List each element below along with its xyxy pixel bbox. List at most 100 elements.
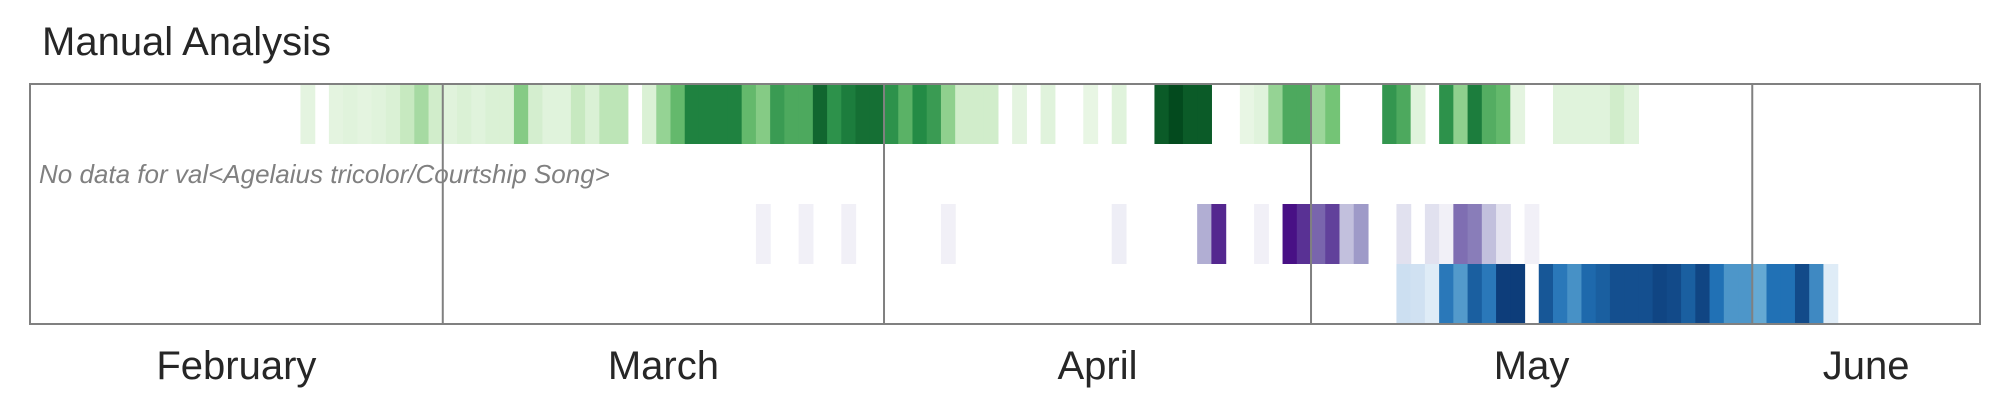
heatmap-cell-green <box>1396 84 1412 144</box>
heatmap-cell-green <box>599 84 615 144</box>
heatmap-cell-blue <box>1666 264 1682 324</box>
heatmap-cell-blue <box>1766 264 1782 324</box>
heatmap-cell-blue <box>1567 264 1583 324</box>
heatmap-cell-green <box>1268 84 1284 144</box>
heatmap-cell-green <box>1168 84 1184 144</box>
heatmap-cell-green <box>585 84 600 144</box>
heatmap-cell-green <box>1481 84 1497 144</box>
heatmap-cell-purple <box>798 204 814 264</box>
heatmap-cell-purple <box>1496 204 1511 264</box>
heatmap-cell-green <box>770 84 785 144</box>
heatmap-cell-purple <box>1353 204 1369 264</box>
heatmap-cell-green <box>1040 84 1056 144</box>
heatmap-cell-green <box>1382 84 1398 144</box>
heatmap-cell-blue <box>1410 264 1426 324</box>
heatmap-cell-green <box>1111 84 1127 144</box>
heatmap-cell-purple <box>1524 204 1540 264</box>
heatmap-cell-green <box>357 84 373 144</box>
heatmap-cell-green <box>1624 84 1639 144</box>
month-label-february: February <box>156 344 316 388</box>
heatmap-cell-green <box>414 84 430 144</box>
heatmap-cell-purple <box>1439 204 1454 264</box>
heatmap-cell-green <box>1552 84 1568 144</box>
heatmap-cell-green <box>1254 84 1269 144</box>
heatmap-cell-green <box>1182 84 1198 144</box>
heatmap-cell-blue <box>1709 264 1725 324</box>
heatmap-cell-green <box>1311 84 1326 144</box>
month-tick-labels: February March April May June <box>156 344 1909 388</box>
heatmap-cell-green <box>556 84 572 144</box>
heatmap-cell-green <box>613 84 629 144</box>
heatmap-cell-blue <box>1496 264 1511 324</box>
heatmap-cell-green <box>898 84 914 144</box>
heatmap-cell-green <box>1439 84 1454 144</box>
heatmap-cell-green <box>457 84 472 144</box>
heatmap-cell-green <box>827 84 842 144</box>
heatmap-cells <box>300 84 1839 324</box>
heatmap-cell-green <box>684 84 700 144</box>
heatmap-cell-green <box>400 84 415 144</box>
heatmap-cell-green <box>442 84 458 144</box>
heatmap-cell-green <box>642 84 657 144</box>
heatmap-cell-blue <box>1823 264 1839 324</box>
heatmap-cell-blue <box>1738 264 1753 324</box>
heatmap-cell-blue <box>1794 264 1810 324</box>
heatmap-cell-blue <box>1695 264 1711 324</box>
heatmap-cell-green <box>1296 84 1312 144</box>
heatmap-cell-blue <box>1652 264 1668 324</box>
month-label-may: May <box>1494 344 1570 388</box>
heatmap-cell-purple <box>1254 204 1269 264</box>
heatmap-cell-green <box>656 84 672 144</box>
heatmap-cell-purple <box>1211 204 1227 264</box>
heatmap-cell-green <box>869 84 885 144</box>
heatmap-cell-blue <box>1723 264 1739 324</box>
heatmap-cell-green <box>428 84 444 144</box>
chart-title: Manual Analysis <box>42 20 332 64</box>
heatmap-cell-green <box>940 84 956 144</box>
heatmap-cell-purple <box>1339 204 1355 264</box>
heatmap-cell-green <box>513 84 529 144</box>
heatmap-cell-blue <box>1609 264 1625 324</box>
heatmap-cell-green <box>343 84 358 144</box>
heatmap-cell-green <box>798 84 814 144</box>
heatmap-cell-green <box>1496 84 1511 144</box>
heatmap-cell-green <box>528 84 544 144</box>
heatmap-cell-blue <box>1424 264 1440 324</box>
heatmap-cell-blue <box>1595 264 1611 324</box>
heatmap-cell-purple <box>755 204 771 264</box>
heatmap-cell-purple <box>1197 204 1212 264</box>
heatmap-cell-blue <box>1780 264 1796 324</box>
month-label-march: March <box>608 344 719 388</box>
heatmap-cell-blue <box>1453 264 1469 324</box>
plot-frame <box>29 83 1981 325</box>
heatmap-cell-green <box>926 84 942 144</box>
heatmap-cell-green <box>1609 84 1625 144</box>
heatmap-cell-green <box>1282 84 1298 144</box>
heatmap-cell-purple <box>1467 204 1483 264</box>
heatmap-cell-green <box>1510 84 1526 144</box>
heatmap-cell-purple <box>1296 204 1312 264</box>
heatmap-cell-green <box>1453 84 1469 144</box>
heatmap-cell-purple <box>940 204 956 264</box>
heatmap-cell-blue <box>1624 264 1639 324</box>
heatmap-cell-green <box>812 84 828 144</box>
heatmap-cell-purple <box>1282 204 1298 264</box>
heatmap-cell-purple <box>1424 204 1440 264</box>
heatmap-cell-blue <box>1681 264 1696 324</box>
heatmap-cell-green <box>1467 84 1483 144</box>
heatmap-cell-green <box>755 84 771 144</box>
heatmap-cell-blue <box>1538 264 1554 324</box>
heatmap-cell-green <box>300 84 316 144</box>
heatmap-cell-green <box>969 84 985 144</box>
heatmap-cell-green <box>855 84 871 144</box>
heatmap-cell-green <box>570 84 586 144</box>
month-separators <box>441 84 1754 324</box>
heatmap-cell-green <box>1567 84 1583 144</box>
heatmap-cell-purple <box>1325 204 1341 264</box>
heatmap-cell-blue <box>1510 264 1526 324</box>
heatmap-cell-blue <box>1396 264 1412 324</box>
heatmap-cell-blue <box>1638 264 1654 324</box>
heatmap-cell-green <box>1083 84 1099 144</box>
heatmap-cell-green <box>385 84 401 144</box>
